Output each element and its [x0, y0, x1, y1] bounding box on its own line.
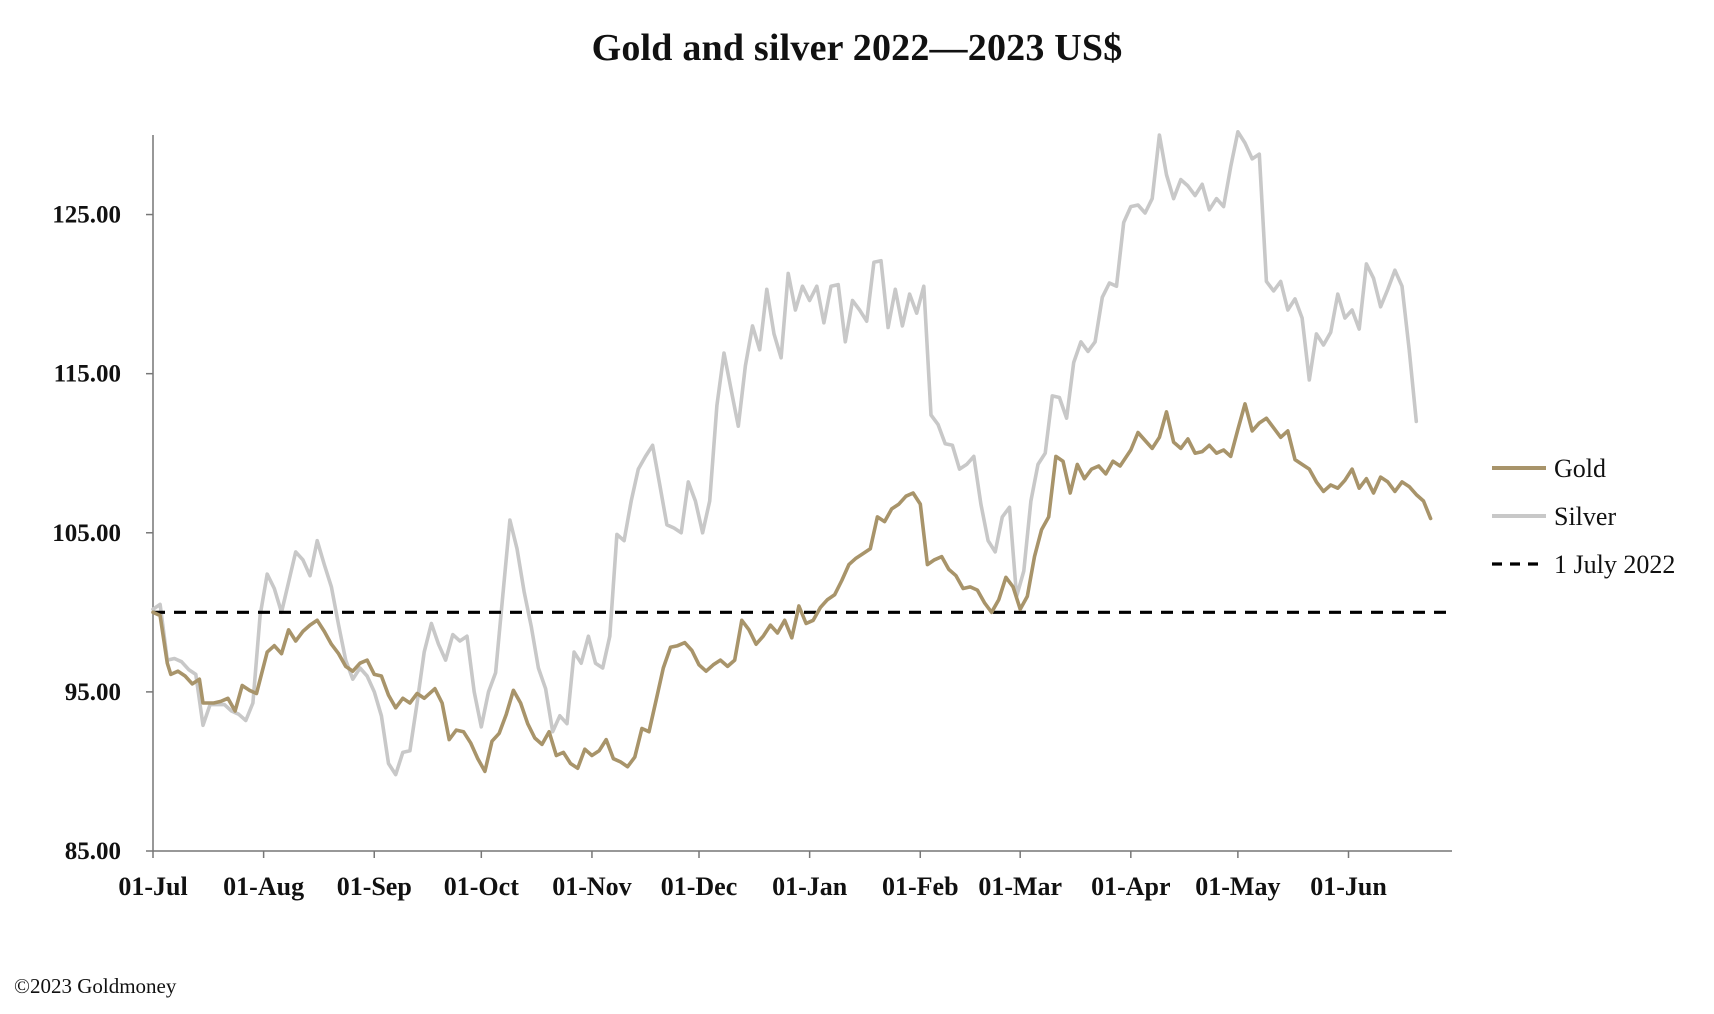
- x-tick-label: 01-Mar: [978, 872, 1062, 901]
- legend-label: 1 July 2022: [1554, 550, 1675, 579]
- y-tick-label: 115.00: [54, 361, 121, 388]
- y-tick-label: 95.00: [65, 679, 121, 706]
- chart-legend: Gold Silver 1 July 2022: [1492, 454, 1675, 579]
- chart-series-layer: [151, 130, 1452, 777]
- x-tick-label: 01-Apr: [1091, 872, 1170, 901]
- x-tick-label: 01-Jun: [1310, 872, 1387, 901]
- x-tick-label: 01-Nov: [552, 872, 631, 901]
- chart-axes: 85.00 95.00 105.00 115.00 125.00 01-Jul 01-Aug…: [52, 135, 1452, 901]
- copyright-text: ©2023 Goldmoney: [14, 974, 177, 998]
- x-tick-label: 01-Jan: [772, 872, 848, 901]
- x-tick-label: 01-Aug: [223, 872, 304, 901]
- series-line-silver: [151, 130, 1419, 777]
- x-tick-label: 01-Sep: [337, 872, 412, 901]
- x-tick-label: 01-Feb: [882, 872, 959, 901]
- legend-label: Gold: [1554, 454, 1606, 483]
- series-line-gold: [151, 402, 1433, 774]
- y-tick-label: 105.00: [52, 520, 121, 547]
- x-tick-label: 01-Dec: [661, 872, 738, 901]
- legend-label: Silver: [1554, 502, 1616, 531]
- x-tick-label: 01-Jul: [118, 872, 187, 901]
- y-tick-label: 85.00: [65, 838, 121, 865]
- x-tick-label: 01-Oct: [444, 872, 519, 901]
- y-tick-label: 125.00: [52, 202, 121, 229]
- x-tick-label: 01-May: [1195, 872, 1280, 901]
- chart-title: Gold and silver 2022—2023 US$: [591, 27, 1123, 69]
